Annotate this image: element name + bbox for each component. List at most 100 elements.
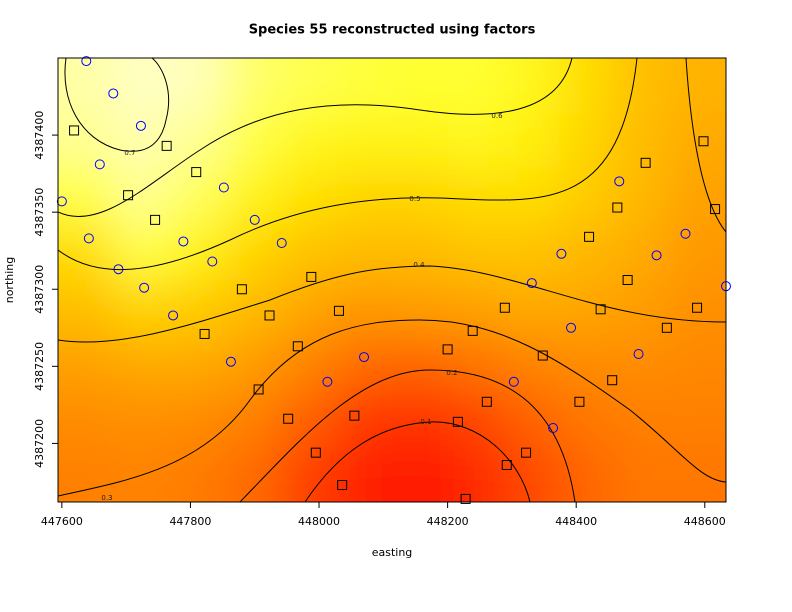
circle-point [322, 376, 333, 387]
square-point [607, 375, 618, 386]
field-cell [503, 58, 560, 114]
field-cell [225, 391, 282, 447]
field-cell [670, 113, 726, 170]
contour-label: 0.2 [446, 369, 457, 377]
circle-point [207, 256, 218, 267]
field-cell [392, 335, 449, 392]
circle-point [276, 238, 287, 248]
field-cell [614, 335, 671, 392]
field-cell [392, 58, 449, 114]
field-cell [225, 58, 282, 114]
field-cell [169, 335, 226, 392]
circle-point [249, 214, 260, 225]
y-tick-label: 4387350 [33, 188, 46, 237]
circle-point [135, 120, 146, 131]
square-point [467, 325, 478, 336]
square-point [333, 305, 344, 316]
square-point [622, 275, 633, 285]
contour-label: 0.1 [420, 418, 431, 426]
points [56, 56, 731, 504]
contour-label: 0.7 [124, 149, 135, 157]
field-cell [169, 280, 226, 336]
field-cell [58, 224, 115, 281]
field-cell [280, 224, 337, 281]
contour-label: 0.5 [409, 195, 420, 203]
field-cell [225, 113, 282, 170]
field-cell [447, 391, 504, 447]
circle-point [614, 176, 625, 187]
circle-point [633, 349, 644, 359]
x-tick-label: 448400 [555, 515, 597, 528]
field-cell [336, 335, 393, 392]
circle-point [168, 310, 179, 321]
y-tick-label: 4387300 [33, 265, 46, 314]
field-cell [559, 446, 616, 502]
contour-line [304, 421, 531, 502]
field-cell [503, 113, 560, 170]
field-cell [392, 169, 449, 225]
square-point [292, 341, 303, 352]
field-cell [280, 169, 337, 225]
field-cell [113, 113, 170, 170]
square-point [521, 447, 532, 458]
field-cell [503, 335, 560, 392]
square-point [710, 204, 721, 215]
circle-point [108, 88, 119, 99]
x-tick-label: 448600 [684, 515, 726, 528]
field-cell [503, 391, 560, 447]
circle-point [113, 264, 124, 275]
square-point [698, 136, 709, 147]
square-point [499, 302, 510, 313]
circle-point [94, 159, 105, 170]
field-cell [225, 335, 282, 392]
field-cell [614, 224, 671, 281]
square-point [306, 271, 317, 282]
field-cell [58, 113, 115, 170]
circle-point [225, 356, 236, 367]
square-point [595, 304, 606, 315]
field-cell [113, 58, 170, 114]
field-cell [280, 391, 337, 447]
field-cell [670, 169, 726, 225]
field-cell [280, 446, 337, 502]
field-cell [559, 391, 616, 447]
contour-line [685, 58, 726, 233]
field-cell [280, 113, 337, 170]
field-cell [58, 280, 115, 336]
field-cell [113, 280, 170, 336]
field-cell [670, 335, 726, 392]
circle-point [526, 278, 537, 289]
circle-point [218, 182, 229, 193]
field-cell [447, 224, 504, 281]
square-point [310, 447, 321, 458]
field-cell [559, 224, 616, 281]
square-point [191, 167, 202, 178]
contour-label: 0.3 [101, 494, 112, 502]
field-cell [392, 391, 449, 447]
x-axis-label: easting [372, 546, 413, 559]
field-cell [447, 280, 504, 336]
square-point [574, 396, 585, 407]
field-cell [670, 391, 726, 447]
square-point [253, 384, 264, 395]
contour-label: 0.4 [413, 261, 425, 269]
field-cell [58, 446, 115, 502]
contour-line [58, 58, 573, 218]
field-cell [670, 58, 726, 114]
field-cell [614, 58, 671, 114]
square-point [661, 322, 672, 333]
x-tick-label: 448200 [427, 515, 469, 528]
x-tick-label: 447600 [41, 515, 83, 528]
field-cell [280, 335, 337, 392]
y-tick-label: 4387400 [33, 111, 46, 160]
square-point [283, 413, 294, 424]
field-cell [336, 224, 393, 281]
field-cell [392, 446, 449, 502]
y-axis-label: northing [3, 257, 16, 304]
field-cell [670, 446, 726, 502]
circle-point [139, 282, 150, 293]
plot-frame [57, 57, 727, 503]
field-cell [614, 391, 671, 447]
field-cell [225, 224, 282, 281]
